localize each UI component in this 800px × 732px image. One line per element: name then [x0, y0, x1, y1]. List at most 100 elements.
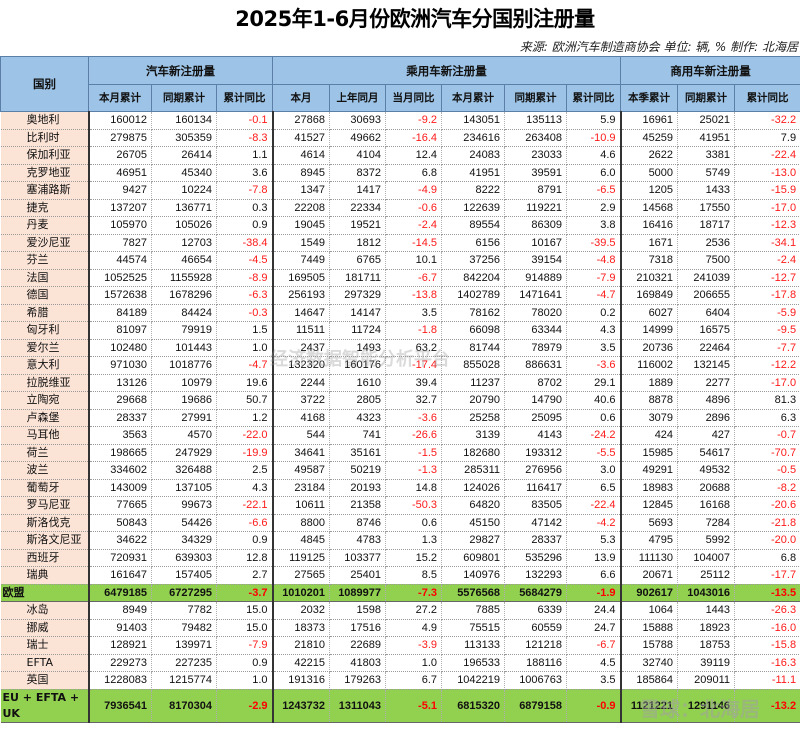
table-cell: 2277 [677, 374, 736, 392]
country-name: 拉脱维亚 [0, 374, 90, 392]
table-cell: 1018776 [151, 356, 217, 375]
table-cell: 32.7 [385, 391, 443, 410]
table-cell: -17.8 [734, 286, 800, 305]
table-cell: 3.5 [566, 339, 622, 357]
table-cell: -11.1 [734, 671, 800, 690]
table-cell: 2622 [619, 146, 679, 165]
table-cell: -6.3 [216, 286, 274, 305]
table-cell: 8746 [329, 514, 387, 532]
table-cell: 28337 [88, 409, 152, 427]
table-cell: -19.9 [216, 444, 274, 462]
table-row: 荷兰 198665 247929 -19.9 34641 35161 -1.5 182680 1… [0, 444, 800, 462]
table-cell: -26.3 [734, 601, 800, 620]
table-cell: 64820 [441, 496, 506, 515]
table-cell: 1205 [619, 181, 679, 200]
table-cell: 2032 [271, 601, 331, 620]
table-row: 罗马尼亚 77665 99673 -22.1 10611 21358 -50.3 64820 8… [0, 496, 800, 515]
table-cell: -13.5 [734, 584, 800, 602]
total-row: 欧盟 6479185 6727295 -3.7 1010201 1089977 -7.3 55… [0, 584, 800, 602]
table-cell: 14568 [619, 199, 679, 217]
table-cell: -1.3 [385, 461, 443, 480]
table-cell: 119221 [504, 199, 568, 217]
table-cell: 609801 [441, 549, 506, 567]
table-cell: -0.7 [734, 426, 800, 445]
table-cell: -12.3 [734, 216, 800, 235]
table-row: 马耳他 3563 4570 -22.0 544 741 -26.6 3139 4143 -24.2… [0, 426, 800, 445]
table-cell: -0.6 [385, 199, 443, 217]
table-cell: 241039 [677, 269, 736, 287]
table-row: 波兰 334602 326488 2.5 49587 50219 -1.3 285311 276… [0, 461, 800, 480]
table-cell: 1493 [329, 339, 387, 357]
table-cell: 0.6 [566, 409, 622, 427]
table-cell: 0.9 [216, 216, 274, 235]
table-cell: 47142 [504, 514, 568, 532]
table-cell: 12.8 [216, 549, 274, 567]
table-cell: 206655 [677, 286, 736, 305]
table-cell: 105970 [88, 216, 152, 235]
country-name: 冰岛 [0, 601, 90, 620]
table-cell: -5.5 [566, 444, 622, 462]
table-cell: -5.9 [734, 304, 800, 322]
table-cell: 77665 [88, 496, 152, 515]
table-row: 爱沙尼亚 7827 12703 -38.4 1549 1812 -14.5 6156 10167… [0, 234, 800, 252]
table-cell: -2.4 [734, 251, 800, 270]
table-cell: 8800 [271, 514, 331, 532]
table-cell: 8222 [441, 181, 506, 200]
table-cell: -22.1 [216, 496, 274, 515]
table-cell: -2.4 [385, 216, 443, 235]
table-cell: 2.7 [216, 566, 274, 585]
table-cell: -13.2 [734, 689, 800, 723]
table-cell: 1598 [329, 601, 387, 620]
table-cell: 3.8 [566, 216, 622, 235]
table-cell: 2536 [677, 234, 736, 252]
table-cell: 1291146 [677, 689, 736, 723]
table-cell: 16168 [677, 496, 736, 515]
table-cell: 7.9 [734, 129, 800, 147]
table-cell: 1889 [619, 374, 679, 392]
table-cell: 9427 [88, 181, 152, 200]
table-cell: 182680 [441, 444, 506, 462]
table-cell: 84424 [151, 304, 217, 322]
table-cell: 10979 [151, 374, 217, 392]
country-name: 匈牙利 [0, 321, 90, 340]
table-cell: 247929 [151, 444, 217, 462]
table-cell: 20193 [329, 479, 387, 497]
table-cell: 24.4 [566, 601, 622, 620]
table-cell: 1402789 [441, 286, 506, 305]
table-cell: -16.0 [734, 619, 800, 637]
table-cell: 886631 [504, 356, 568, 375]
table-cell: 5.9 [566, 111, 622, 130]
table-cell: 121218 [504, 636, 568, 655]
table-cell: 0.3 [216, 199, 274, 217]
table-cell: 1043016 [677, 584, 736, 602]
table-cell: 3.0 [566, 461, 622, 480]
table-cell: 5749 [677, 164, 736, 182]
table-cell: 20688 [677, 479, 736, 497]
country-name: 斯洛文尼亚 [0, 531, 90, 550]
table-cell: 3381 [677, 146, 736, 165]
table-cell: 34641 [271, 444, 331, 462]
table-cell: 46951 [88, 164, 152, 182]
table-cell: 1121221 [619, 689, 679, 723]
table-cell: 25021 [677, 111, 736, 130]
table-cell: -4.8 [566, 251, 622, 270]
table-cell: 22334 [329, 199, 387, 217]
table-cell: 160176 [329, 356, 387, 375]
table-cell: -21.8 [734, 514, 800, 532]
table-cell: -17.0 [734, 374, 800, 392]
country-name: 希腊 [0, 304, 90, 322]
table-cell: 1243732 [271, 689, 331, 723]
table-row: 希腊 84189 84424 -0.3 14647 14147 3.5 78162 78020 0… [0, 304, 800, 322]
header-subcolumn: 累计同比 [734, 84, 800, 112]
country-name: 马耳他 [0, 426, 90, 445]
table-cell: 19045 [271, 216, 331, 235]
country-name: 卢森堡 [0, 409, 90, 427]
table-cell: 78162 [441, 304, 506, 322]
country-name: 荷兰 [0, 444, 90, 462]
table-cell: 15.0 [216, 601, 274, 620]
table-cell: -6.7 [385, 269, 443, 287]
table-cell: 7782 [151, 601, 217, 620]
table-cell: 14.8 [385, 479, 443, 497]
table-cell: 18373 [271, 619, 331, 637]
country-name: 克罗地亚 [0, 164, 90, 182]
